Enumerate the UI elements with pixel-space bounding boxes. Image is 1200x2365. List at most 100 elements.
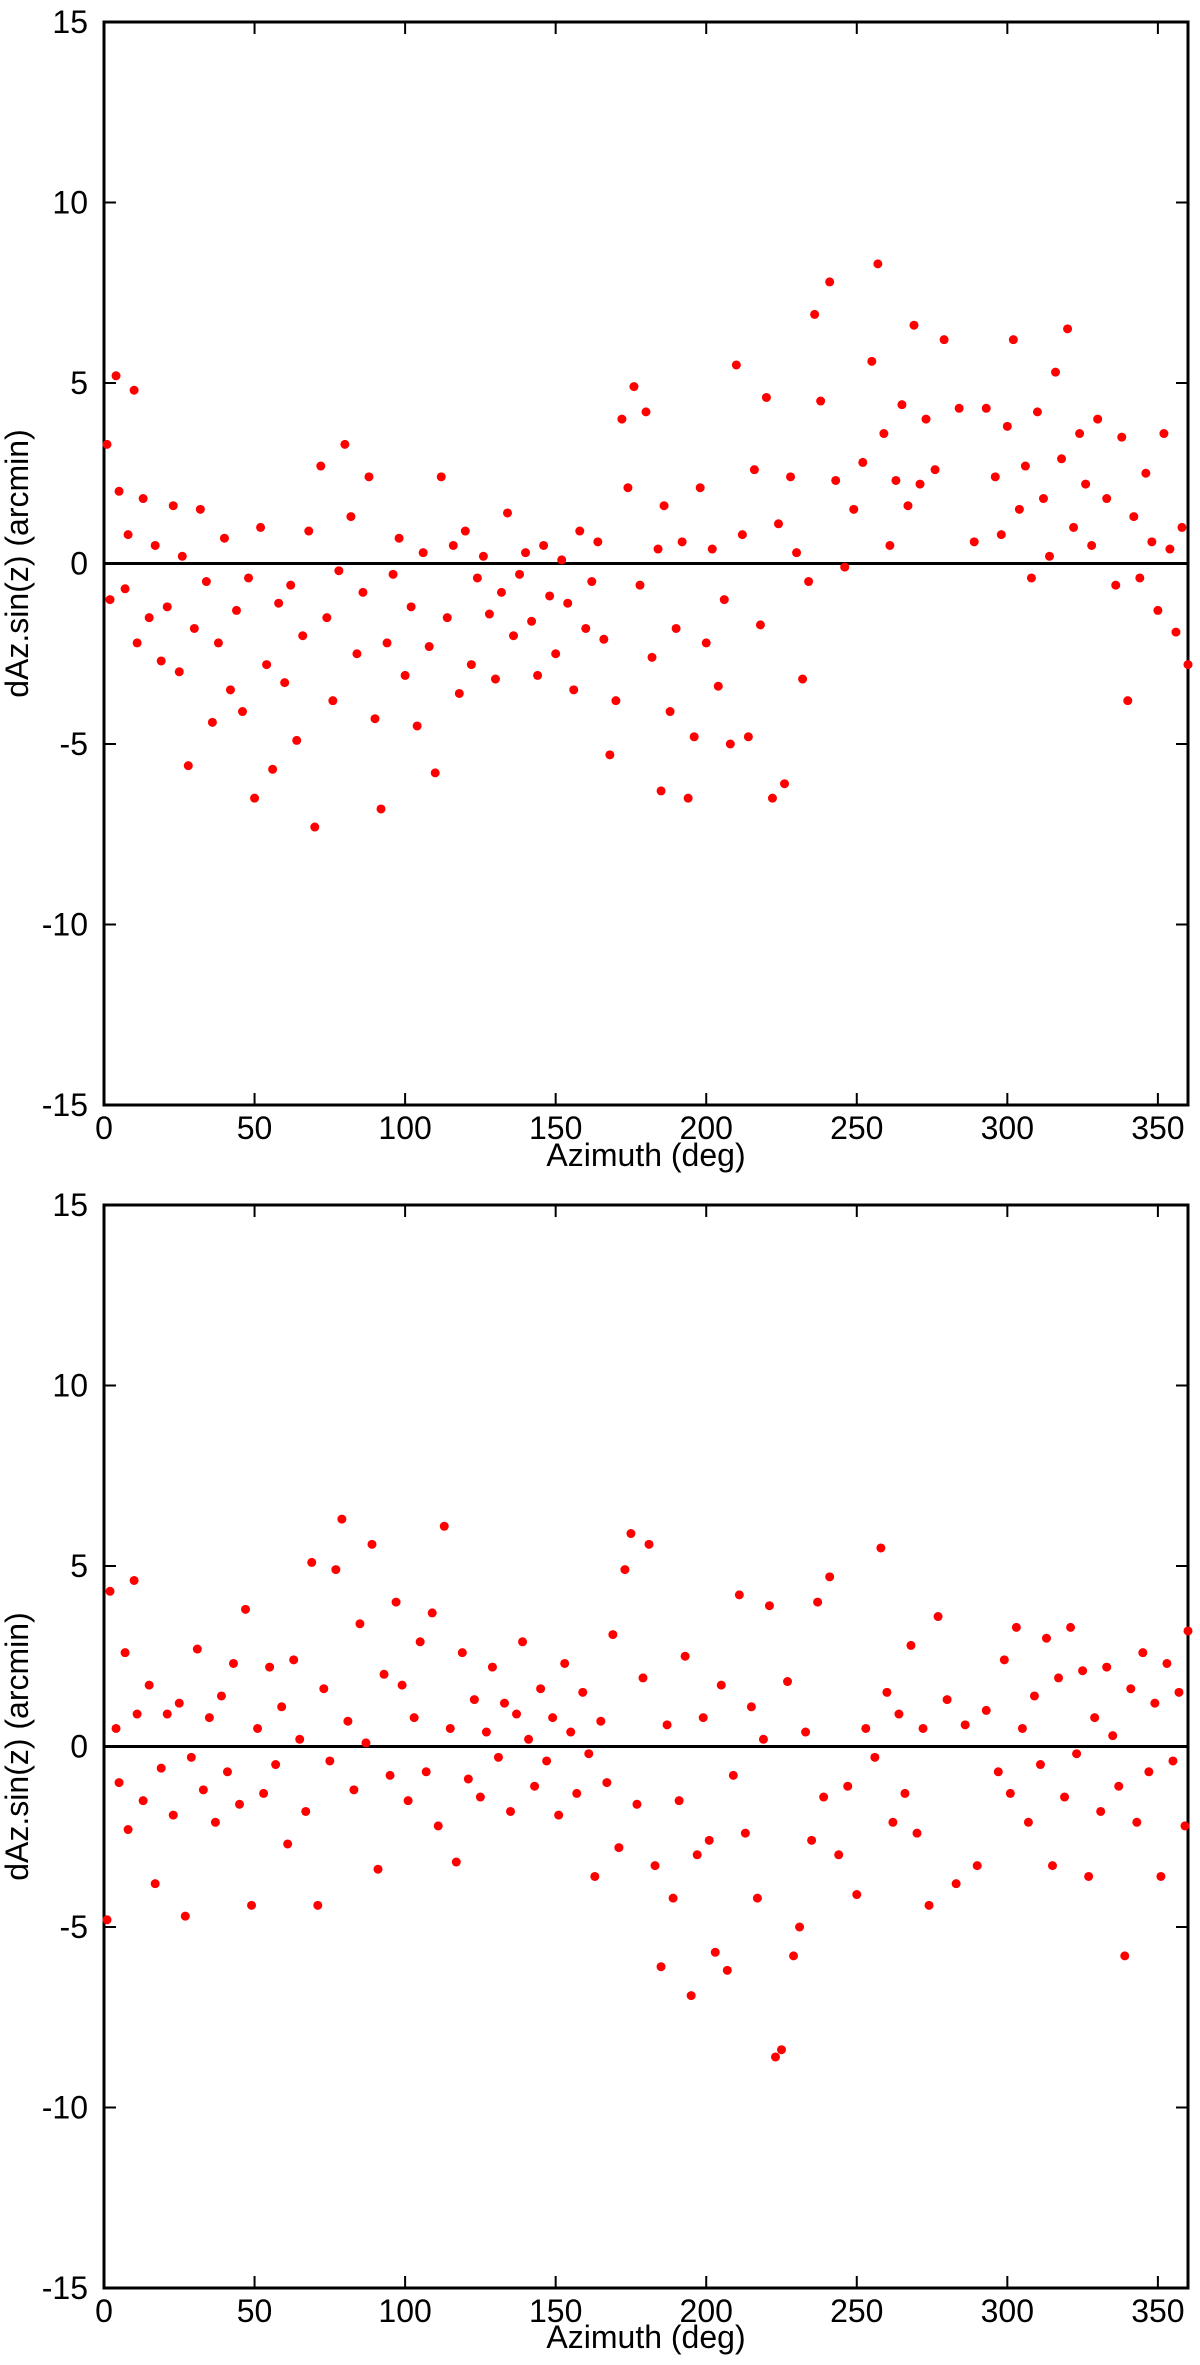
x-tick-label: 100 bbox=[378, 2293, 431, 2329]
data-point bbox=[777, 2045, 786, 2055]
data-point bbox=[280, 678, 290, 688]
data-point bbox=[241, 1604, 251, 1614]
data-point bbox=[253, 1723, 263, 1733]
data-point bbox=[521, 548, 531, 558]
data-point bbox=[259, 1788, 269, 1798]
data-point bbox=[1032, 407, 1042, 417]
data-point bbox=[888, 1817, 898, 1827]
data-point bbox=[310, 822, 320, 832]
data-point bbox=[668, 1893, 678, 1903]
data-point bbox=[304, 526, 314, 536]
data-point bbox=[168, 1810, 178, 1820]
data-point bbox=[268, 764, 278, 774]
data-point bbox=[325, 1756, 335, 1766]
data-point bbox=[999, 1655, 1009, 1665]
data-point bbox=[789, 1951, 799, 1961]
data-point bbox=[1029, 1691, 1039, 1701]
data-point bbox=[635, 580, 645, 590]
data-point bbox=[1174, 1687, 1184, 1697]
data-point bbox=[698, 1713, 708, 1723]
data-point bbox=[102, 439, 112, 449]
data-point bbox=[162, 1709, 172, 1719]
data-point bbox=[1075, 429, 1085, 439]
data-point bbox=[343, 1716, 353, 1726]
data-point bbox=[515, 569, 525, 579]
data-point bbox=[331, 1565, 341, 1575]
data-point bbox=[749, 465, 759, 475]
data-point bbox=[373, 1864, 383, 1874]
data-point bbox=[617, 414, 627, 424]
data-point bbox=[1002, 421, 1012, 431]
data-point bbox=[394, 533, 404, 543]
data-point bbox=[551, 649, 561, 659]
data-point bbox=[277, 1702, 287, 1712]
data-point bbox=[1117, 432, 1127, 442]
data-point bbox=[162, 602, 172, 612]
x-tick-label: 200 bbox=[680, 1110, 733, 1146]
data-point bbox=[472, 573, 482, 583]
data-point bbox=[132, 1709, 142, 1719]
data-point bbox=[355, 1619, 365, 1629]
data-point bbox=[427, 1608, 437, 1618]
data-point bbox=[1063, 324, 1073, 334]
data-point bbox=[560, 1658, 570, 1668]
data-point bbox=[1183, 1626, 1193, 1636]
data-point bbox=[105, 1586, 115, 1596]
data-point bbox=[138, 494, 148, 504]
x-tick-label: 150 bbox=[529, 1110, 582, 1146]
x-tick-label: 350 bbox=[1131, 2293, 1184, 2329]
data-point bbox=[316, 461, 326, 471]
data-point bbox=[539, 540, 549, 550]
data-point bbox=[337, 1514, 347, 1524]
y-tick-label: 15 bbox=[52, 4, 88, 40]
data-point bbox=[361, 1738, 371, 1748]
data-point bbox=[1123, 696, 1133, 706]
data-point bbox=[484, 609, 494, 619]
data-point bbox=[990, 472, 1000, 482]
data-point bbox=[710, 1947, 720, 1957]
data-point bbox=[1108, 1731, 1118, 1741]
data-point bbox=[412, 721, 422, 731]
data-point bbox=[644, 1539, 654, 1549]
data-point bbox=[614, 1843, 624, 1853]
data-point bbox=[786, 472, 796, 482]
data-point bbox=[740, 1828, 750, 1838]
data-point bbox=[825, 1572, 835, 1582]
data-point bbox=[632, 1799, 642, 1809]
x-tick-label: 50 bbox=[237, 2293, 273, 2329]
data-point bbox=[512, 1709, 522, 1719]
data-point bbox=[445, 1723, 455, 1733]
data-point bbox=[743, 732, 753, 742]
y-tick-label: 10 bbox=[52, 185, 88, 221]
x-axis-label: Azimuth (deg) bbox=[546, 2319, 745, 2355]
data-point bbox=[876, 1543, 886, 1553]
data-point bbox=[578, 1687, 588, 1697]
data-point bbox=[481, 1727, 491, 1737]
data-point bbox=[801, 1727, 811, 1737]
data-point bbox=[1011, 1622, 1021, 1632]
data-point bbox=[1078, 1666, 1088, 1676]
data-point bbox=[831, 475, 841, 485]
data-point bbox=[1141, 468, 1151, 478]
x-axis: 0 50 100 150 200 250 300 350 bbox=[95, 1205, 1185, 2329]
data-point bbox=[201, 577, 211, 587]
data-point bbox=[506, 1806, 515, 1816]
data-point bbox=[352, 649, 362, 659]
data-point bbox=[204, 1713, 214, 1723]
data-point bbox=[439, 1521, 449, 1531]
data-point bbox=[909, 320, 919, 330]
data-point bbox=[283, 1839, 293, 1849]
data-point bbox=[298, 631, 308, 641]
data-point bbox=[858, 457, 868, 467]
data-point bbox=[174, 667, 184, 677]
data-point bbox=[1069, 522, 1079, 532]
x-tick-label: 250 bbox=[830, 2293, 883, 2329]
data-point bbox=[231, 605, 241, 615]
data-point bbox=[918, 1723, 928, 1733]
data-point bbox=[849, 504, 859, 514]
data-point bbox=[301, 1806, 311, 1816]
data-point bbox=[590, 1871, 600, 1881]
data-point bbox=[1035, 1760, 1045, 1770]
data-point bbox=[1132, 1817, 1142, 1827]
